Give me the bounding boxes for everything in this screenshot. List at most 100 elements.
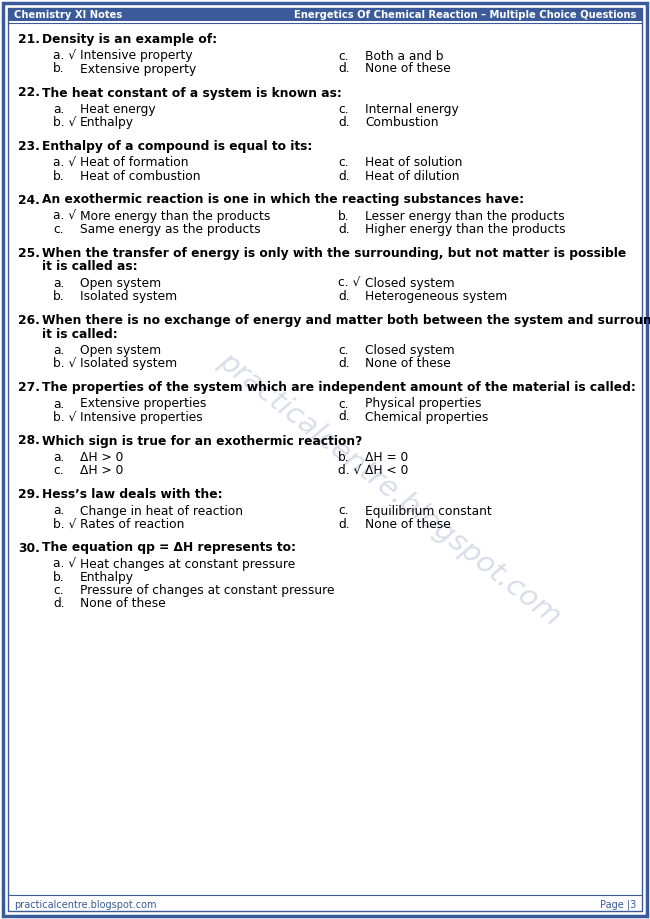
Text: c.: c. <box>338 398 348 411</box>
Text: 24.: 24. <box>18 194 40 207</box>
Text: None of these: None of these <box>365 517 450 530</box>
Text: a.: a. <box>53 451 64 464</box>
Text: Isolated system: Isolated system <box>80 290 177 303</box>
Text: c.: c. <box>338 103 348 116</box>
Text: Heat of combustion: Heat of combustion <box>80 169 200 183</box>
Text: c.: c. <box>53 464 64 477</box>
Text: An exothermic reaction is one in which the reacting substances have:: An exothermic reaction is one in which t… <box>42 194 524 207</box>
Text: d.: d. <box>53 597 64 610</box>
Text: d.: d. <box>338 169 350 183</box>
Text: a. √: a. √ <box>53 210 76 223</box>
Text: c.: c. <box>338 505 348 517</box>
Text: a.: a. <box>53 398 64 411</box>
Text: Rates of reaction: Rates of reaction <box>80 517 185 530</box>
Text: Closed system: Closed system <box>365 277 454 290</box>
Text: 23.: 23. <box>18 140 40 153</box>
Text: a.: a. <box>53 103 64 116</box>
Text: 30.: 30. <box>18 541 40 554</box>
Text: Enthalpy: Enthalpy <box>80 571 134 584</box>
Text: Lesser energy than the products: Lesser energy than the products <box>365 210 565 223</box>
Text: Enthalpy of a compound is equal to its:: Enthalpy of a compound is equal to its: <box>42 140 313 153</box>
Text: More energy than the products: More energy than the products <box>80 210 270 223</box>
Text: b. √: b. √ <box>53 411 76 424</box>
Text: Extensive properties: Extensive properties <box>80 398 207 411</box>
Text: ΔH > 0: ΔH > 0 <box>80 451 124 464</box>
Text: c.: c. <box>338 50 348 62</box>
Text: practicalcentre.blogspot.com: practicalcentre.blogspot.com <box>14 900 157 910</box>
Text: it is called:: it is called: <box>42 327 118 341</box>
Text: a.: a. <box>53 277 64 290</box>
Text: Isolated system: Isolated system <box>80 357 177 370</box>
Text: None of these: None of these <box>365 357 450 370</box>
Text: Closed system: Closed system <box>365 344 454 357</box>
Text: d.: d. <box>338 223 350 236</box>
Text: When there is no exchange of energy and matter both between the system and surro: When there is no exchange of energy and … <box>42 314 650 327</box>
Text: d.: d. <box>338 116 350 129</box>
Text: b.: b. <box>53 571 64 584</box>
Text: Both a and b: Both a and b <box>365 50 443 62</box>
Text: Heterogeneous system: Heterogeneous system <box>365 290 507 303</box>
Text: 27.: 27. <box>18 381 40 394</box>
Text: Which sign is true for an exothermic reaction?: Which sign is true for an exothermic rea… <box>42 435 362 448</box>
Text: Heat of dilution: Heat of dilution <box>365 169 460 183</box>
Text: ΔH > 0: ΔH > 0 <box>80 464 124 477</box>
Text: 21.: 21. <box>18 33 40 46</box>
Text: Page |3: Page |3 <box>600 900 636 910</box>
Text: a.: a. <box>53 344 64 357</box>
Text: None of these: None of these <box>365 62 450 75</box>
Text: d.: d. <box>338 62 350 75</box>
Text: 22.: 22. <box>18 86 40 99</box>
Text: Hess’s law deals with the:: Hess’s law deals with the: <box>42 488 222 501</box>
Text: ΔH < 0: ΔH < 0 <box>365 464 408 477</box>
Text: Enthalpy: Enthalpy <box>80 116 134 129</box>
Text: Energetics Of Chemical Reaction – Multiple Choice Questions: Energetics Of Chemical Reaction – Multip… <box>294 9 636 19</box>
Text: Combustion: Combustion <box>365 116 439 129</box>
Text: b.: b. <box>53 62 64 75</box>
Text: b. √: b. √ <box>53 517 76 530</box>
Text: Heat of formation: Heat of formation <box>80 156 188 169</box>
Text: Extensive property: Extensive property <box>80 62 196 75</box>
Text: Internal energy: Internal energy <box>365 103 459 116</box>
Text: The heat constant of a system is known as:: The heat constant of a system is known a… <box>42 86 342 99</box>
Text: 25.: 25. <box>18 247 40 260</box>
Text: 29.: 29. <box>18 488 40 501</box>
Text: Change in heat of reaction: Change in heat of reaction <box>80 505 243 517</box>
Text: Heat changes at constant pressure: Heat changes at constant pressure <box>80 558 295 571</box>
Text: The equation qp = ΔH represents to:: The equation qp = ΔH represents to: <box>42 541 296 554</box>
Text: Density is an example of:: Density is an example of: <box>42 33 217 46</box>
Text: When the transfer of energy is only with the surrounding, but not matter is poss: When the transfer of energy is only with… <box>42 247 626 260</box>
Text: c.: c. <box>338 344 348 357</box>
Text: Chemical properties: Chemical properties <box>365 411 488 424</box>
Text: c.: c. <box>53 223 64 236</box>
Text: b.: b. <box>53 290 64 303</box>
Text: c. √: c. √ <box>338 277 360 290</box>
Text: it is called as:: it is called as: <box>42 260 138 274</box>
Text: 26.: 26. <box>18 314 40 327</box>
Bar <box>8 8 642 21</box>
Text: Intensive property: Intensive property <box>80 50 192 62</box>
Text: b.: b. <box>338 210 350 223</box>
Text: c.: c. <box>53 584 64 597</box>
Text: a. √: a. √ <box>53 50 76 62</box>
Text: b.: b. <box>53 169 64 183</box>
Text: Intensive properties: Intensive properties <box>80 411 203 424</box>
Text: b. √: b. √ <box>53 116 76 129</box>
Text: Pressure of changes at constant pressure: Pressure of changes at constant pressure <box>80 584 335 597</box>
Text: 28.: 28. <box>18 435 40 448</box>
Text: d.: d. <box>338 290 350 303</box>
Text: c.: c. <box>338 156 348 169</box>
Text: Physical properties: Physical properties <box>365 398 482 411</box>
Text: Heat of solution: Heat of solution <box>365 156 462 169</box>
Text: b. √: b. √ <box>53 357 76 370</box>
Text: d. √: d. √ <box>338 464 361 477</box>
Text: d.: d. <box>338 517 350 530</box>
Text: d.: d. <box>338 357 350 370</box>
Text: None of these: None of these <box>80 597 166 610</box>
Text: Higher energy than the products: Higher energy than the products <box>365 223 566 236</box>
Text: d.: d. <box>338 411 350 424</box>
Text: Chemistry XI Notes: Chemistry XI Notes <box>14 9 122 19</box>
Text: Heat energy: Heat energy <box>80 103 155 116</box>
Text: b.: b. <box>338 451 350 464</box>
Text: practicalcentre.blogspot.com: practicalcentre.blogspot.com <box>213 346 567 631</box>
Text: Open system: Open system <box>80 344 161 357</box>
